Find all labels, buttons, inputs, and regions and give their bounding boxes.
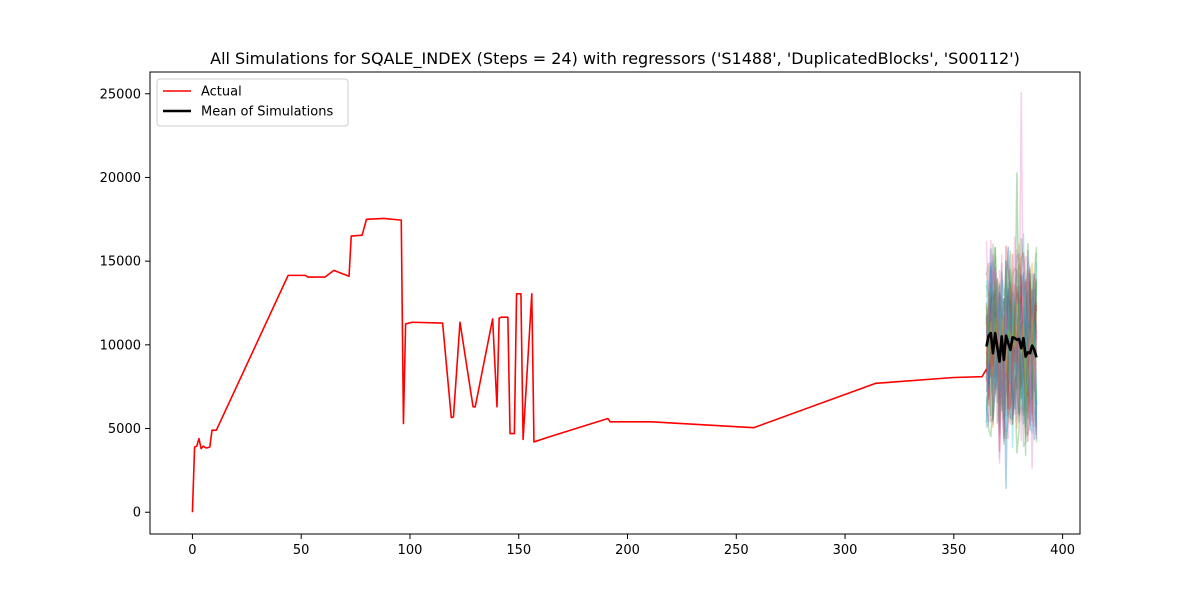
simulation-line [985, 267, 1038, 423]
simulation-line [985, 272, 1038, 423]
legend-box [156, 78, 349, 127]
y-tick-label: 25000 [100, 87, 141, 102]
simulation-line [985, 233, 1038, 448]
simulation-line [985, 247, 1038, 420]
data-layer [191, 92, 1038, 513]
simulation-line [985, 261, 1038, 434]
legend-label: Mean of Simulations [201, 105, 333, 120]
x-tick-label: 150 [506, 543, 531, 558]
x-tick-label: 50 [293, 543, 310, 558]
axes-frame [149, 71, 1081, 535]
x-tick-label: 200 [615, 543, 640, 558]
simulation-line [1029, 349, 1036, 469]
simulation-line [985, 243, 1038, 448]
simulation-line [1018, 92, 1025, 339]
chart-title: All Simulations for SQALE_INDEX (Steps =… [210, 49, 1020, 69]
series-line-actual [191, 217, 988, 513]
simulation-line [985, 288, 1038, 405]
simulation-line [985, 243, 1038, 429]
simulation-line [985, 236, 1038, 464]
y-tick-label: 10000 [100, 338, 141, 353]
simulation-line [985, 256, 1038, 459]
simulation-line [985, 283, 1038, 413]
simulation-line [985, 266, 1038, 431]
simulation-line [1003, 343, 1009, 489]
plot-area: 0 50 100 150 200 250 300 350 400 0 5000 10000 15000 2… [100, 71, 1081, 558]
y-tick-label: 5000 [108, 422, 141, 437]
x-tick-label: 350 [941, 543, 966, 558]
simulation-line [985, 285, 1038, 412]
simulation-line [985, 249, 1038, 440]
x-tick-label: 250 [724, 543, 749, 558]
simulation-line [985, 282, 1038, 445]
simulation-line [985, 306, 1038, 389]
simulation-line [985, 278, 1038, 436]
simulation-line [985, 246, 1038, 456]
y-tick-label: 20000 [100, 171, 141, 186]
simulation-line [1013, 172, 1020, 339]
simulation-line [985, 296, 1037, 393]
simulation-line [985, 266, 1038, 440]
x-tick-label: 100 [398, 543, 423, 558]
x-tick-label: 300 [833, 543, 858, 558]
x-tick-label: 0 [188, 543, 196, 558]
y-tick-label: 0 [133, 506, 141, 521]
simulation-line [985, 253, 1038, 440]
simulation-line [985, 264, 1038, 422]
simulation-line [985, 262, 1038, 441]
legend-label: Actual [201, 85, 242, 100]
simulation-line [985, 287, 1038, 406]
simulation-line [985, 265, 1038, 427]
y-tick-label: 15000 [100, 255, 141, 270]
legend: Actual Mean of Simulations [156, 78, 349, 127]
x-tick-label: 400 [1050, 543, 1075, 558]
simulation-line [985, 280, 1038, 416]
series-line-mean [985, 331, 1038, 363]
